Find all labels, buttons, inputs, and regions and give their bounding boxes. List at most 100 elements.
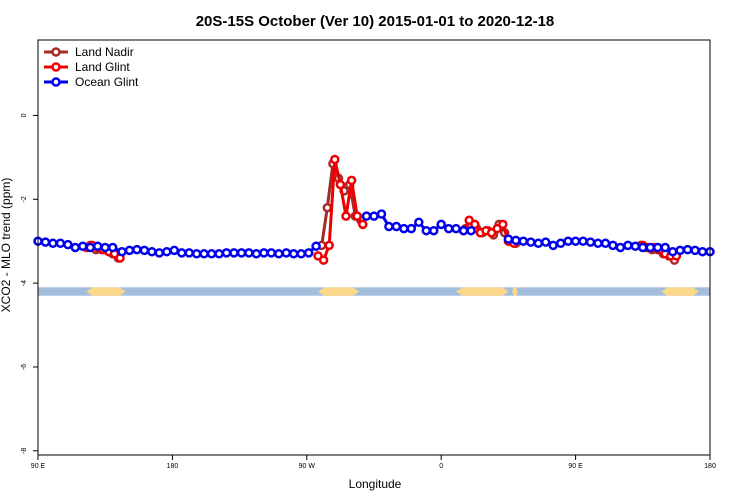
data-point bbox=[526, 237, 536, 247]
data-point bbox=[92, 241, 103, 251]
x-tick-label: 180 bbox=[167, 463, 179, 470]
data-point bbox=[70, 242, 81, 253]
plot-frame bbox=[37, 39, 711, 456]
data-point bbox=[191, 249, 202, 259]
data-point bbox=[563, 236, 573, 246]
data-point bbox=[206, 249, 217, 259]
data-point bbox=[630, 241, 641, 251]
data-point bbox=[40, 237, 51, 247]
data-point bbox=[376, 209, 387, 219]
data-point bbox=[428, 225, 439, 236]
data-point bbox=[221, 248, 232, 258]
data-point bbox=[147, 246, 157, 257]
data-point bbox=[169, 245, 180, 256]
data-point bbox=[682, 244, 693, 255]
chart-title: 20S-15S October (Ver 10) 2015-01-01 to 2… bbox=[196, 13, 555, 30]
ocean-band bbox=[38, 287, 710, 296]
data-point bbox=[675, 245, 685, 256]
data-point bbox=[318, 255, 329, 265]
legend-marker bbox=[51, 47, 61, 57]
data-point bbox=[335, 179, 346, 190]
data-point bbox=[63, 239, 73, 250]
y-tick-label: -6 bbox=[21, 364, 28, 370]
data-point bbox=[322, 202, 333, 213]
data-point bbox=[608, 240, 618, 251]
data-point bbox=[274, 249, 284, 259]
data-point bbox=[578, 236, 588, 246]
data-point bbox=[311, 241, 321, 251]
data-point bbox=[303, 248, 314, 258]
data-point bbox=[540, 237, 551, 247]
data-point bbox=[251, 249, 262, 259]
data-point bbox=[399, 223, 409, 234]
data-point bbox=[555, 238, 566, 249]
data-point bbox=[324, 240, 334, 251]
data-point bbox=[361, 211, 372, 221]
data-point bbox=[533, 238, 544, 249]
legend-label: Ocean Glint bbox=[75, 75, 139, 89]
data-point bbox=[352, 211, 362, 221]
y-tick-label: -8 bbox=[21, 448, 28, 454]
data-point bbox=[78, 241, 88, 251]
data-point bbox=[132, 244, 142, 255]
data-point bbox=[117, 246, 127, 257]
data-point bbox=[341, 211, 351, 221]
data-point bbox=[214, 249, 224, 259]
data-point bbox=[615, 242, 626, 253]
x-tick-label: 0 bbox=[439, 463, 443, 470]
data-point bbox=[511, 235, 521, 246]
land-band-segment bbox=[661, 287, 699, 296]
x-tick-label: 90 W bbox=[299, 463, 316, 470]
y-axis-label: XCO2 - MLO trend (ppm) bbox=[0, 178, 13, 313]
data-point bbox=[638, 242, 648, 253]
data-point bbox=[244, 248, 254, 258]
data-point bbox=[369, 211, 379, 221]
data-point bbox=[690, 245, 700, 256]
data-point bbox=[259, 248, 269, 258]
data-point bbox=[570, 236, 581, 246]
data-point bbox=[498, 219, 508, 230]
x-tick-label: 180 bbox=[704, 463, 716, 470]
data-point bbox=[199, 249, 209, 259]
data-point bbox=[451, 223, 461, 234]
legend-marker bbox=[51, 77, 61, 87]
axes-layer: 90 E 180 90 W 0 90 E 180 0 -2 -4 -6 -8 bbox=[21, 39, 716, 470]
data-point bbox=[406, 223, 417, 234]
data-point bbox=[414, 217, 424, 228]
data-point bbox=[330, 154, 340, 165]
data-point bbox=[443, 223, 454, 234]
data-point bbox=[229, 248, 239, 258]
land-band-segment bbox=[456, 287, 509, 296]
data-point bbox=[593, 238, 603, 249]
data-point bbox=[466, 225, 476, 236]
y-tick-label: 0 bbox=[21, 113, 28, 117]
data-point bbox=[184, 248, 194, 258]
data-point bbox=[176, 248, 187, 258]
data-point bbox=[421, 225, 432, 236]
data-point bbox=[266, 248, 277, 258]
data-point bbox=[358, 219, 368, 230]
data-point bbox=[436, 219, 446, 230]
land-band-segment bbox=[86, 287, 126, 296]
data-point bbox=[697, 246, 708, 257]
x-axis-label: Longitude bbox=[349, 477, 402, 491]
series-layer bbox=[33, 154, 715, 265]
y-tick-label: -4 bbox=[21, 280, 28, 286]
data-point bbox=[585, 237, 596, 247]
data-point bbox=[518, 236, 529, 246]
data-point bbox=[124, 245, 135, 256]
data-point bbox=[503, 234, 514, 244]
data-point bbox=[296, 249, 306, 259]
data-point bbox=[107, 242, 118, 253]
data-point bbox=[85, 242, 96, 253]
data-point bbox=[55, 238, 66, 249]
data-point bbox=[623, 240, 633, 251]
data-point bbox=[281, 248, 292, 258]
land-band-segment bbox=[512, 287, 518, 296]
data-point bbox=[652, 242, 663, 253]
data-point bbox=[660, 242, 670, 253]
data-point bbox=[162, 246, 172, 257]
data-point bbox=[154, 248, 165, 258]
x-tick-label: 90 E bbox=[568, 463, 583, 470]
data-point bbox=[600, 238, 611, 249]
